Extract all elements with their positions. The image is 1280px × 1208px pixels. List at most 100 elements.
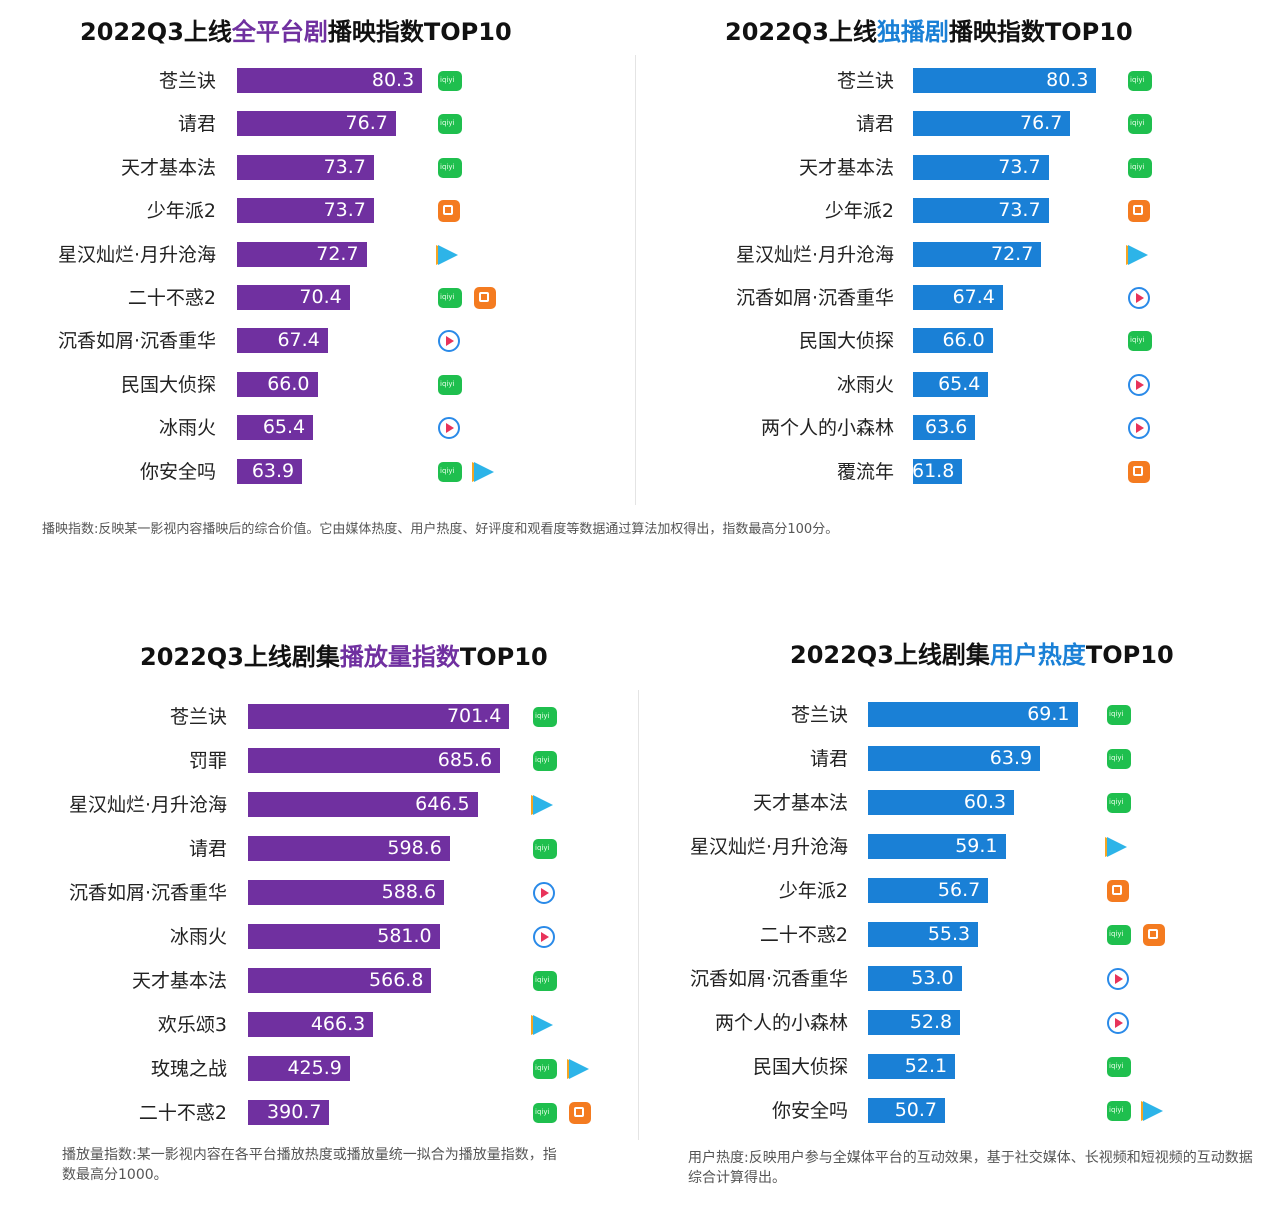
chart-4-title: 2022Q3上线剧集用户热度TOP10 [790,635,1174,670]
bar: 66.0 [237,371,318,397]
tencent-video-icon [474,461,494,482]
value-label: 73.7 [998,155,1041,178]
bar: 646.5 [248,792,478,817]
iqiyi-icon [1128,157,1152,178]
mango-tv-icon [1143,924,1165,946]
divider [635,55,636,505]
platform-icons [438,285,496,311]
iqiyi-icon [438,374,462,395]
iqiyi-icon [533,1059,557,1079]
bar: 67.4 [913,285,1003,310]
category-label: 沉香如屑·沉香重华 [689,968,848,990]
iqiyi-icon [533,707,557,727]
bar: 581.0 [248,924,440,949]
bar: 59.1 [868,834,1006,859]
bar-row: 二十不惑2 390.7 [0,1100,1280,1126]
category-label: 玫瑰之战 [150,1058,227,1080]
category-label: 沉香如屑·沉香重华 [57,330,216,353]
title-part: 播映指数TOP10 [948,18,1133,46]
iqiyi-icon [533,971,557,991]
category-label: 二十不惑2 [138,1102,227,1124]
bar-row: 苍兰诀 80.3 [0,68,1280,94]
bar: 466.3 [248,1012,374,1037]
iqiyi-icon [1107,1057,1131,1077]
bar: 701.4 [248,704,510,729]
bar: 685.6 [248,748,501,773]
bar-row: 天才基本法 60.3 [0,790,1280,816]
bar: 73.7 [237,154,374,180]
value-label: 61.8 [911,459,955,482]
bar-row: 请君 63.9 [0,746,1280,772]
bar-row: 民国大侦探 66.0 [0,328,1280,354]
bar-row: 两个人的小森林 63.6 [0,415,1280,441]
bar: 65.4 [237,415,314,441]
category-label: 苍兰诀 [158,70,216,92]
divider [638,690,639,1140]
platform-icons [1128,285,1150,311]
bar: 73.7 [913,198,1049,224]
platform-icons [1128,242,1148,268]
bar-row: 沉香如屑·沉香重华 53.0 [0,966,1280,992]
category-label: 天才基本法 [131,970,227,992]
category-label: 请君 [188,838,227,860]
bar: 566.8 [248,968,432,993]
mango-tv-icon [438,200,460,223]
iqiyi-icon [1107,925,1131,945]
iqiyi-icon [438,71,462,91]
platform-icons [438,198,460,224]
platform-icons [1107,790,1131,816]
platform-icons [533,1100,591,1126]
bar: 72.7 [237,241,367,267]
chart-1-title: 2022Q3上线全平台剧播映指数TOP10 [80,12,512,47]
category-label: 覆流年 [836,460,894,483]
bar: 69.1 [868,702,1078,727]
iqiyi-icon [1128,71,1152,91]
value-label: 65.4 [938,372,981,395]
platform-icons [533,836,557,862]
bar-row: 你安全吗 63.9 [0,458,1280,485]
bar: 425.9 [248,1056,350,1081]
bar-row: 天才基本法 73.7 [0,154,1280,181]
title-part: 播放量指数 [339,643,460,671]
title-part: 2022Q3上线 [725,18,877,46]
iqiyi-icon [533,751,557,771]
category-label: 星汉灿烂·月升沧海 [68,794,227,816]
category-label: 民国大侦探 [120,373,216,396]
bar-row: 两个人的小森林 52.8 [0,1010,1280,1036]
bar-row: 星汉灿烂·月升沧海 646.5 [0,792,1280,818]
platform-icons [1128,155,1152,181]
iqiyi-icon [533,1103,557,1123]
tencent-video-icon [1143,1101,1163,1121]
bar: 67.4 [237,328,328,354]
value-label: 53.0 [911,967,954,989]
tencent-video-icon [533,1015,553,1035]
value-label: 425.9 [287,1057,342,1079]
iqiyi-icon [1107,793,1131,813]
bar: 53.0 [868,966,962,991]
value-label: 50.7 [894,1099,938,1121]
tencent-video-icon [1107,837,1127,857]
bar-row: 天才基本法 73.7 [0,154,1280,181]
bar: 52.1 [868,1054,956,1079]
platform-icons [533,880,555,906]
bar-row: 天才基本法 566.8 [0,968,1280,994]
platform-icons [438,372,462,398]
bar-row: 请君 76.7 [0,111,1280,137]
value-label: 52.8 [909,1011,953,1033]
value-label: 73.7 [998,199,1041,222]
category-label: 沉香如屑·沉香重华 [735,287,894,309]
iqiyi-icon [1107,705,1131,725]
platform-icons [533,1056,589,1082]
category-label: 冰雨火 [169,926,227,948]
platform-icons [1128,459,1150,485]
bar: 63.9 [868,746,1041,771]
value-label: 66.0 [267,372,310,395]
bar-row: 星汉灿烂·月升沧海 72.7 [0,241,1280,268]
chart-3-note: 播放量指数:某一影视内容在各平台播放热度或播放量统一拟合为播放量指数，指数最高分… [62,1147,557,1183]
value-label: 63.9 [989,747,1033,769]
value-label: 76.7 [345,112,388,135]
platform-icons [438,415,460,441]
platform-icons [1107,1054,1131,1080]
platform-icons [533,1012,553,1038]
chart-3-title: 2022Q3上线剧集播放量指数TOP10 [140,637,548,672]
